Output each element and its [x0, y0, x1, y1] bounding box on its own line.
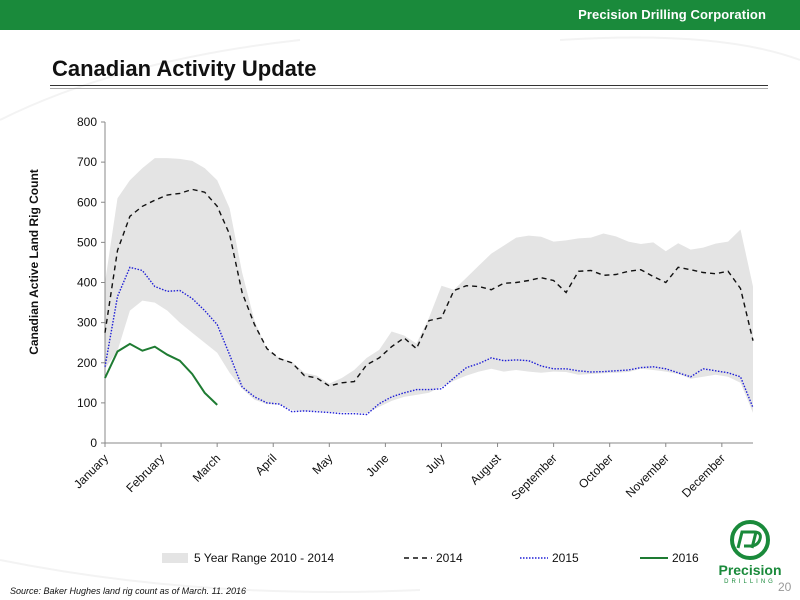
range-band: [105, 158, 753, 414]
y-tick-label: 800: [77, 115, 97, 129]
logo-text: Precision: [718, 562, 782, 578]
y-tick-label: 600: [77, 195, 97, 209]
series-line-2016: [104, 342, 218, 406]
legend-2015-label: 2015: [552, 551, 579, 565]
y-tick-label: 0: [90, 436, 97, 450]
chart-legend: 5 Year Range 2010 - 2014 2014 2015 2016: [162, 551, 699, 565]
series-line-2014: [104, 188, 754, 387]
logo-mark-icon: [730, 520, 770, 560]
x-tick-label: December: [679, 451, 728, 500]
company-logo: Precision DRILLING: [712, 518, 788, 596]
y-tick-label: 500: [77, 235, 97, 249]
legend-2014-label: 2014: [436, 551, 463, 565]
series-line-2015: [104, 266, 754, 416]
y-tick-label: 400: [77, 276, 97, 290]
x-tick-label: January: [71, 451, 111, 491]
page-title: Canadian Activity Update: [52, 56, 317, 81]
y-tick-label: 300: [77, 316, 97, 330]
y-axis-label: Canadian Active Land Rig Count: [27, 169, 41, 355]
x-tick-label: May: [309, 451, 335, 477]
x-tick-label: November: [623, 451, 672, 500]
y-tick-label: 100: [77, 396, 97, 410]
x-tick-label: March: [190, 451, 223, 484]
range-layer: [105, 158, 753, 414]
x-tick-label: February: [123, 451, 167, 495]
x-tick-label: April: [252, 451, 279, 478]
page-number: 20: [778, 580, 792, 594]
source-note: Source: Baker Hughes land rig count as o…: [10, 586, 246, 596]
legend-range-swatch: [162, 553, 188, 563]
series-layer: [104, 188, 754, 416]
y-tick-label: 700: [77, 155, 97, 169]
header-bar: Precision Drilling Corporation: [0, 0, 800, 30]
x-tick-label: October: [576, 451, 616, 491]
logo-subtext: DRILLING: [724, 579, 776, 585]
x-tick-label: August: [467, 451, 504, 488]
x-tick-label: June: [363, 451, 392, 480]
legend-2016-label: 2016: [672, 551, 699, 565]
x-tick-label: July: [423, 451, 448, 476]
company-name: Precision Drilling Corporation: [578, 7, 766, 22]
title-divider-secondary: [50, 88, 768, 89]
x-tick-label: September: [508, 451, 559, 502]
title-divider: [50, 85, 768, 86]
legend-range-label: 5 Year Range 2010 - 2014: [194, 551, 334, 565]
y-tick-label: 200: [77, 356, 97, 370]
